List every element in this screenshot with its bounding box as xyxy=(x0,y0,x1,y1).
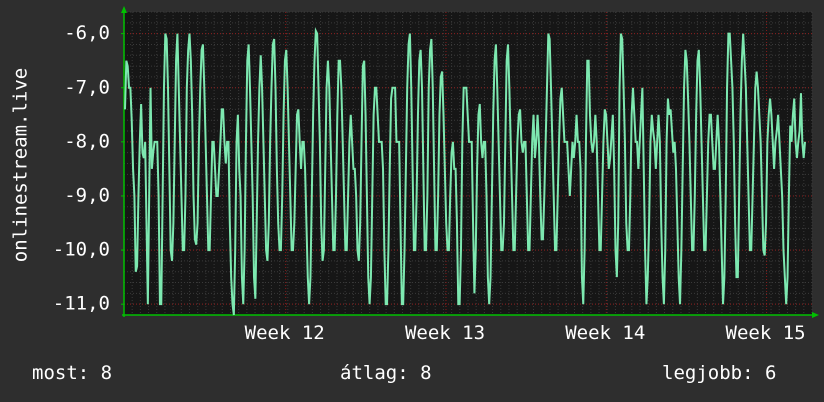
x-tick-label: Week 12 xyxy=(245,322,325,344)
y-axis-arrow-icon xyxy=(121,6,127,13)
legend-max: legjobb: 6 xyxy=(662,362,777,384)
y-tick-label: -11,0 xyxy=(53,293,110,315)
y-axis-title: onlinestream.live xyxy=(10,68,32,262)
x-axis-arrow-icon xyxy=(812,312,819,318)
y-tick-label: -8,0 xyxy=(64,130,110,152)
legend-current: most: 8 xyxy=(32,362,113,384)
y-tick-label: -9,0 xyxy=(64,184,110,206)
y-tick-label: -10,0 xyxy=(53,239,110,261)
y-axis-ticks: -6,0 -7,0 -8,0 -9,0 -10,0 -11,0 xyxy=(53,22,124,315)
y-tick-label: -6,0 xyxy=(64,22,110,44)
series-line xyxy=(124,27,806,316)
series-layer xyxy=(124,27,806,316)
legend-average: átlag: 8 xyxy=(340,362,432,384)
x-tick-label: Week 15 xyxy=(726,322,806,344)
y-tick-label: -7,0 xyxy=(64,76,110,98)
x-axis-ticks: Week 12 Week 13 Week 14 Week 15 xyxy=(245,322,806,344)
x-tick-label: Week 13 xyxy=(405,322,485,344)
x-tick-label: Week 14 xyxy=(565,322,645,344)
